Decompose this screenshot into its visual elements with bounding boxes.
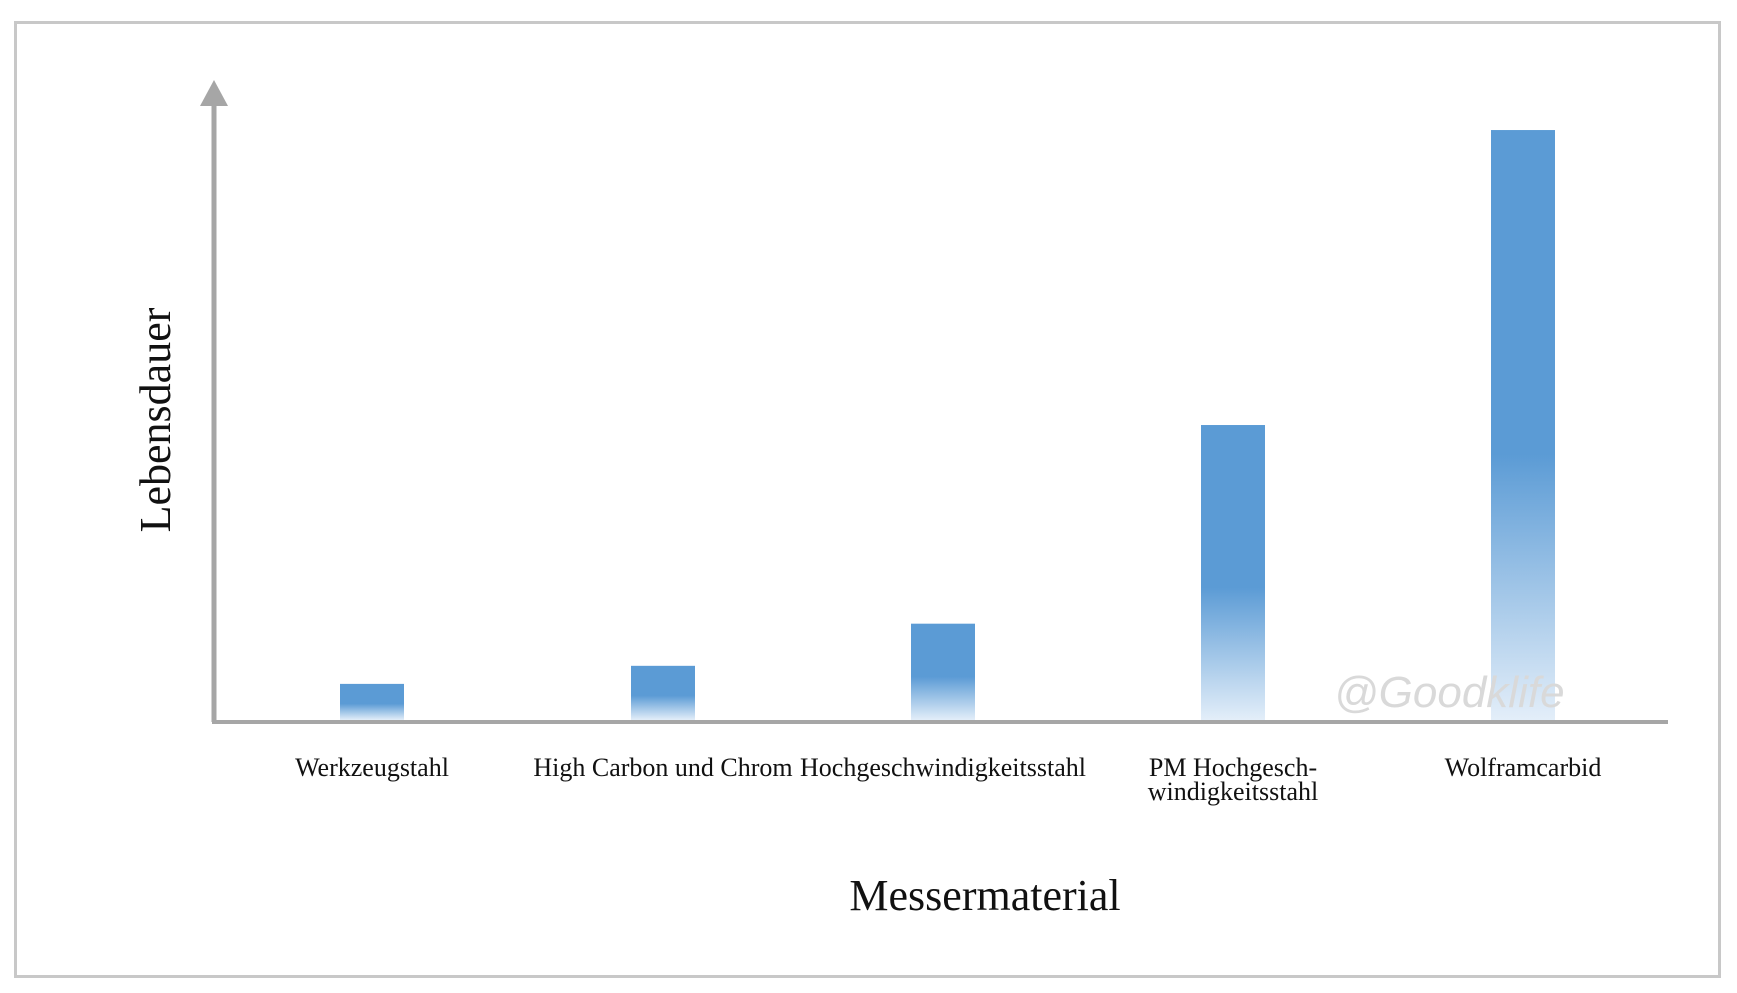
x-tick-label-1: Werkzeugstahl	[295, 753, 449, 782]
x-tick-label-5: Wolframcarbid	[1445, 753, 1602, 782]
chart-frame	[14, 21, 1721, 978]
x-tick-label-3: Hochgeschwindigkeitsstahl	[800, 753, 1086, 782]
x-tick-label-4: PM Hochgesch-windigkeitsstahl	[1148, 753, 1318, 806]
y-axis-title: Lebensdauer	[131, 307, 180, 532]
x-tick-label-line: High Carbon und Chrom	[533, 753, 792, 782]
x-tick-label-line: windigkeitsstahl	[1148, 777, 1318, 806]
bar-3	[911, 623, 975, 720]
x-axis-title: Messermaterial	[849, 871, 1120, 920]
x-tick-labels: Werkzeugstahl High Carbon und Chrom Hochge…	[295, 753, 1601, 806]
bars-layer	[340, 130, 1555, 721]
bar-5	[1491, 130, 1555, 721]
x-tick-label-line: Werkzeugstahl	[295, 753, 449, 782]
bar-4	[1201, 425, 1265, 720]
x-tick-label-line: Hochgeschwindigkeitsstahl	[800, 753, 1086, 782]
watermark-text: @Goodklife	[1334, 668, 1565, 717]
y-axis-arrow-icon	[200, 80, 228, 106]
x-tick-label-2: High Carbon und Chrom	[533, 753, 792, 782]
x-tick-label-line: Wolframcarbid	[1445, 753, 1602, 782]
bar-1	[340, 683, 404, 720]
bar-2	[631, 665, 695, 720]
x-tick-label-line: PM Hochgesch-	[1149, 753, 1317, 782]
